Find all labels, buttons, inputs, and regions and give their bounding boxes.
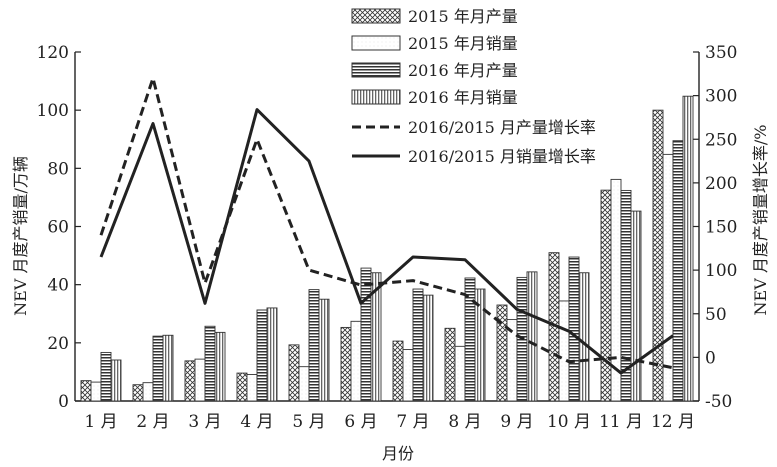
x-axis-title: 月份 [382,444,414,463]
right-tick-label: 300 [705,87,737,107]
bar-2-7 [402,349,414,402]
bar-4-6 [370,272,382,402]
legend-label-sales-growth: 2016/2015 月销量增长率 [408,147,596,166]
x-tick-labels: 1 月 2 月 3 月 4 月 5 月 6 月 7 月 8 月 9 月 10 月 11 月 12 月 [84,412,695,432]
x-tick-label: 7 月 [396,412,429,432]
bar-2-5 [298,366,310,402]
legend-swatch-2015-sales [351,35,401,51]
left-tick-label: 0 [58,392,69,412]
bar-4-3 [214,331,226,402]
right-tick-label: 200 [705,174,737,194]
bar-3-6 [360,267,372,402]
legend-item-2015-sales: 2015 年月销量 [351,34,518,53]
legend-item-production-growth: 2016/2015 月产量增长率 [352,118,596,137]
legend-item-sales-growth: 2016/2015 月销量增长率 [352,147,596,166]
bar-1-11 [600,189,612,402]
bar-3-4 [256,309,268,402]
left-axis-ticks: 0 20 40 60 80 100 120 [37,43,81,412]
legend-swatch-2016-production [351,62,401,78]
right-tick-label: 0 [705,348,716,368]
right-tick-label: 250 [705,130,737,150]
bar-4-2 [162,334,174,402]
bar-4-7 [422,294,434,402]
bar-4-11 [630,210,642,402]
bar-4-5 [318,298,330,402]
right-tick-label: -50 [705,392,732,412]
legend-item-2016-sales: 2016 年月销量 [351,88,518,107]
production-growth-line [99,76,674,370]
bar-4-9 [526,271,538,402]
bar-1-8 [444,327,456,402]
bar-4-1 [110,359,122,402]
legend-label-production-growth: 2016/2015 月产量增长率 [408,118,596,137]
bar-1-1 [80,380,92,402]
legend-swatch-2015-production [351,8,401,24]
bar-1-3 [184,360,196,402]
legend-label-2015-sales: 2015 年月销量 [408,34,518,53]
x-tick-label: 8 月 [448,412,481,432]
bar-4-8 [474,288,486,402]
bar-2-6 [350,320,362,402]
bar-1-2 [132,384,144,402]
right-tick-label: 100 [705,261,737,281]
left-tick-label: 20 [47,334,69,354]
right-axis-ticks: -50 0 50 100 150 200 250 300 350 [693,43,737,412]
right-tick-label: 150 [705,218,737,238]
x-tick-label: 2 月 [136,412,169,432]
bar-4-4 [266,307,278,402]
right-axis-title: NEV 月度产销量增长率/% [751,125,770,316]
x-tick-label: 11 月 [599,412,643,432]
legend-item-2015-production: 2015 年月产量 [351,7,518,26]
bar-1-5 [288,344,300,402]
x-tick-label: 12 月 [651,412,695,432]
right-tick-label: 50 [705,305,727,325]
bar-3-10 [568,256,580,402]
bar-2-3 [194,358,206,402]
left-tick-label: 40 [47,276,69,296]
bar-3-5 [308,289,320,402]
left-axis-title: NEV 月度产销量/万辆 [11,156,30,316]
x-tick-label: 1 月 [84,412,117,432]
legend-item-2016-production: 2016 年月产量 [351,61,518,80]
bar-2-12 [662,153,674,402]
left-tick-label: 100 [37,101,69,121]
legend-label-2016-production: 2016 年月产量 [408,61,518,80]
bar-1-4 [236,372,248,402]
bar-3-2 [152,335,164,402]
bar-1-12 [652,109,664,402]
bar-2-4 [246,374,258,402]
sales-growth-line [99,108,674,375]
right-tick-label: 350 [705,43,737,63]
x-tick-label: 6 月 [344,412,377,432]
bar-4-12 [682,95,694,402]
bar-3-3 [204,325,216,402]
growth-lines [99,76,674,375]
legend-label-2015-production: 2015 年月产量 [408,7,518,26]
legend-swatch-2016-sales [351,89,401,105]
bar-2-8 [454,345,466,402]
bar-2-1 [90,381,102,402]
bar-3-1 [100,351,112,402]
left-tick-label: 120 [37,43,69,63]
bar-3-7 [412,288,424,402]
bar-1-7 [392,340,404,402]
legend: 2015 年月产量 2015 年月销量 2016 年月产量 2016 年月销量 … [351,7,596,166]
legend-label-2016-sales: 2016 年月销量 [408,88,518,107]
x-tick-label: 4 月 [240,412,273,432]
bars [80,95,694,402]
bar-1-6 [340,326,352,402]
bar-2-2 [142,382,154,402]
x-tick-label: 5 月 [292,412,325,432]
bar-2-10 [558,300,570,402]
bar-4-10 [578,272,590,402]
left-tick-label: 60 [47,218,69,238]
x-tick-label: 10 月 [547,412,591,432]
bar-3-12 [672,140,684,402]
x-tick-label: 9 月 [500,412,533,432]
left-tick-label: 80 [47,159,69,179]
x-tick-label: 3 月 [188,412,221,432]
